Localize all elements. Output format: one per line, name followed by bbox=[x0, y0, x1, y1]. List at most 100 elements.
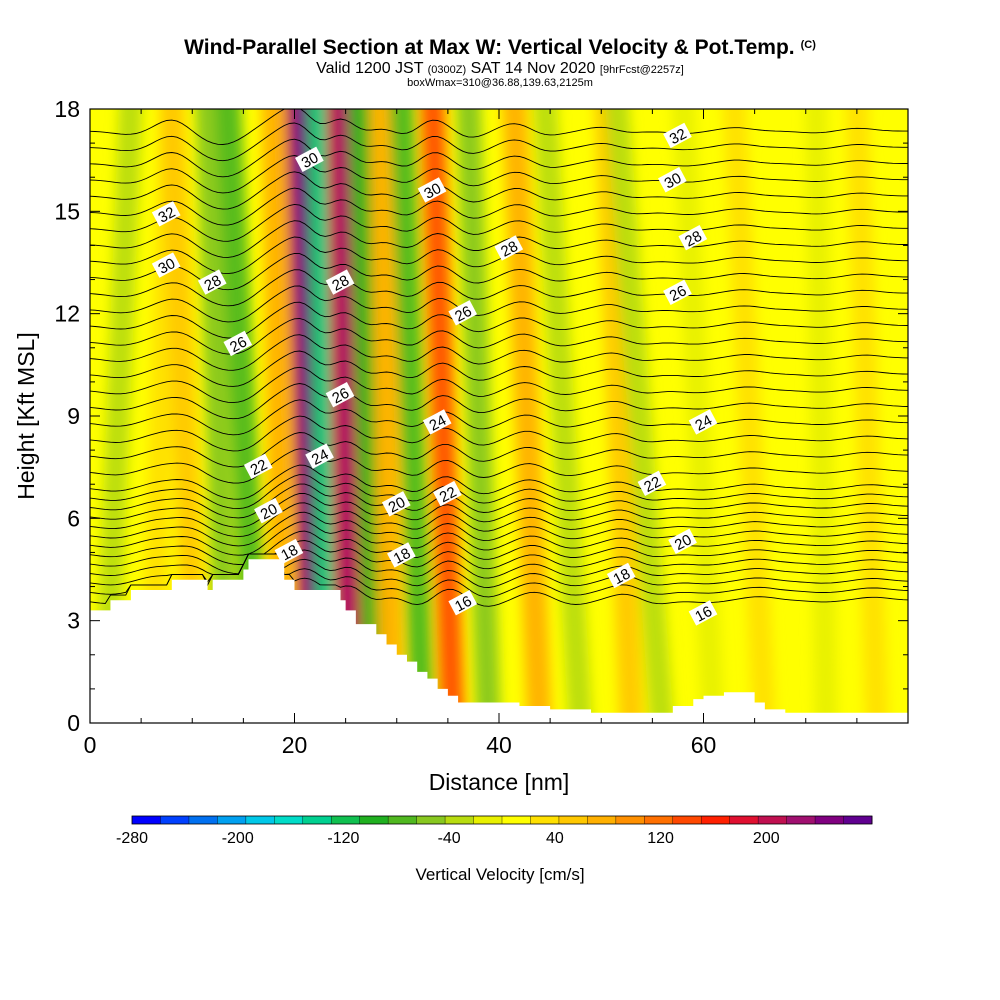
colorbar-swatch bbox=[672, 816, 702, 824]
velocity-band bbox=[94, 109, 143, 723]
contour-label-text: 18 bbox=[278, 541, 301, 564]
theta-contour-line bbox=[90, 334, 908, 371]
colorbar-tick-label: -280 bbox=[116, 830, 148, 847]
theta-contour-line bbox=[90, 187, 908, 226]
y-axis-label: Height [Kft MSL] bbox=[13, 332, 39, 499]
colorbar-swatch bbox=[786, 816, 816, 824]
contour-label-bg bbox=[295, 146, 324, 172]
colorbar-swatch bbox=[530, 816, 560, 824]
contour-label: 26 bbox=[663, 279, 692, 305]
velocity-band-core bbox=[314, 109, 337, 723]
contour-label-text: 20 bbox=[258, 501, 281, 524]
terrain-mask bbox=[90, 559, 908, 723]
contour-label: 20 bbox=[668, 528, 697, 554]
colorbar-swatch bbox=[701, 816, 731, 824]
y-tick-label: 3 bbox=[67, 608, 80, 634]
colorbar: -280 -200 -120 -40 40 120 200 bbox=[116, 815, 873, 847]
contour-label: 32 bbox=[151, 201, 181, 227]
y-tick-label: 15 bbox=[54, 198, 80, 224]
contour-label: 20 bbox=[381, 491, 411, 517]
contour-label-text: 30 bbox=[662, 170, 685, 193]
contour-label: 28 bbox=[197, 269, 227, 295]
x-tick-label: 0 bbox=[84, 732, 97, 758]
theta-contour-line bbox=[90, 220, 908, 258]
colorbar-swatch bbox=[815, 816, 845, 824]
contour-label-text: 16 bbox=[692, 603, 715, 626]
contour-label: 26 bbox=[325, 381, 355, 407]
contour-label-bg bbox=[151, 201, 181, 227]
theta-contour-line bbox=[90, 464, 908, 500]
contour-label-bg bbox=[151, 252, 181, 278]
contour-label: 28 bbox=[494, 235, 524, 261]
valid-utc: (0300Z) bbox=[427, 64, 467, 76]
contour-label-bg bbox=[637, 470, 667, 497]
velocity-band-core bbox=[334, 109, 358, 723]
contour-label-bg bbox=[678, 225, 708, 251]
contour-label-text: 24 bbox=[309, 446, 332, 469]
contour-label: 28 bbox=[325, 269, 355, 295]
theta-contour-line bbox=[90, 122, 908, 162]
theta-contour-line bbox=[90, 432, 908, 468]
velocity-band bbox=[502, 109, 552, 723]
contour-label-bg bbox=[243, 453, 273, 479]
contour-label-text: 26 bbox=[667, 282, 690, 305]
colorbar-swatch bbox=[217, 816, 247, 824]
contour-label: 18 bbox=[274, 538, 304, 565]
valid-prefix: Valid 1200 JST bbox=[316, 60, 424, 77]
theta-contour-line bbox=[90, 236, 908, 275]
contour-label-bg bbox=[606, 562, 636, 589]
contour-label-bg bbox=[422, 409, 452, 435]
y-tick-label: 12 bbox=[54, 301, 80, 327]
contour-label-text: 32 bbox=[156, 204, 179, 227]
y-tick-label: 6 bbox=[67, 505, 80, 531]
colorbar-swatch bbox=[502, 816, 531, 824]
x-tick-label: 20 bbox=[282, 732, 308, 758]
contour-label: 24 bbox=[688, 409, 718, 435]
contour-label-bg bbox=[658, 167, 687, 193]
theta-contour-line bbox=[90, 366, 908, 404]
contour-label: 26 bbox=[223, 330, 253, 356]
box-info: boxWmax=310@36.88,139.63,2125m bbox=[407, 77, 593, 89]
contour-label: 18 bbox=[606, 562, 636, 589]
colorbar-swatch bbox=[160, 816, 190, 824]
valid-date: SAT 14 Nov 2020 bbox=[470, 60, 596, 77]
colorbar-swatch bbox=[615, 816, 645, 824]
x-axis-label: Distance [nm] bbox=[429, 769, 570, 795]
velocity-band bbox=[605, 109, 674, 723]
x-tick-label: 60 bbox=[691, 732, 717, 758]
theta-contour-line bbox=[90, 155, 908, 194]
contour-label: 22 bbox=[637, 470, 667, 497]
colorbar-swatch bbox=[388, 816, 418, 824]
colorbar-swatch bbox=[359, 816, 389, 824]
contour-label-text: 22 bbox=[437, 483, 460, 506]
contour-label: 30 bbox=[295, 146, 324, 172]
velocity-band bbox=[533, 109, 593, 723]
forecast-info: [9hrFcst@2257z] bbox=[599, 64, 684, 76]
contour-label-text: 28 bbox=[498, 238, 521, 261]
colorbar-swatch bbox=[558, 816, 588, 824]
theta-contour-line bbox=[90, 549, 908, 579]
contour-label-bg bbox=[494, 235, 524, 261]
title-text: Wind-Parallel Section at Max W: Vertical… bbox=[184, 36, 795, 59]
colorbar-swatch bbox=[758, 816, 788, 824]
title-tag: (C) bbox=[800, 39, 816, 51]
contour-label: 32 bbox=[663, 122, 692, 148]
colorbar-swatch bbox=[473, 816, 503, 824]
contour-label-bg bbox=[688, 409, 718, 435]
contour-label-bg bbox=[274, 538, 304, 565]
y-tick-label: 0 bbox=[67, 710, 80, 736]
colorbar-swatch bbox=[245, 816, 275, 824]
contour-label-text: 20 bbox=[386, 494, 409, 517]
theta-contour-line bbox=[90, 301, 908, 339]
theta-contour-line bbox=[90, 521, 908, 556]
contour-label-bg bbox=[387, 542, 416, 568]
colorbar-label: Vertical Velocity [cm/s] bbox=[415, 865, 584, 884]
colorbar-swatch bbox=[331, 816, 361, 824]
contour-label: 22 bbox=[433, 480, 462, 506]
colorbar-swatch bbox=[302, 816, 332, 824]
contour-label-text: 28 bbox=[329, 272, 352, 295]
theta-contour-line bbox=[90, 530, 908, 565]
velocity-band-core bbox=[293, 109, 322, 723]
contour-label: 20 bbox=[254, 497, 283, 524]
theta-contour-line bbox=[90, 383, 908, 420]
